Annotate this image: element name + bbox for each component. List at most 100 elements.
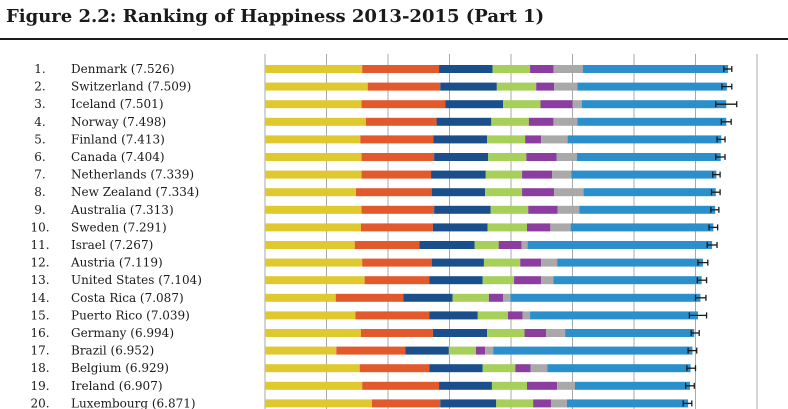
bar-segment <box>265 65 363 73</box>
gridlines <box>264 54 758 409</box>
rank-label: 15. <box>30 308 49 322</box>
bar-segment <box>487 135 526 144</box>
bar-segment <box>557 258 703 267</box>
country-row: 1. Denmark (7.526) <box>34 62 733 76</box>
country-row: 15. Puerto Rico (7.039) <box>30 308 708 322</box>
error-bar <box>712 171 721 178</box>
bar-segment <box>356 188 432 197</box>
country-row: 13. United States (7.104) <box>30 273 708 287</box>
bar-segment <box>496 399 534 408</box>
bar-segment <box>361 153 435 161</box>
bar-segment <box>487 223 527 232</box>
bar-segment <box>530 311 698 320</box>
error-bar <box>706 242 718 248</box>
error-bar <box>715 154 726 160</box>
bar-segment <box>265 293 336 302</box>
bar-segment <box>439 65 493 73</box>
bar-segment <box>361 100 446 109</box>
bar-segment <box>570 223 714 232</box>
bar-segment <box>530 364 548 373</box>
bar-segment <box>583 188 716 197</box>
title-rule <box>0 38 788 40</box>
rank-label: 6. <box>34 150 45 164</box>
bar-segment <box>488 293 504 302</box>
rank-label: 11. <box>30 238 49 252</box>
country-label: United States (7.104) <box>71 273 202 287</box>
bar-segment <box>530 65 554 73</box>
bar-segment <box>520 258 542 267</box>
error-bar <box>721 83 733 90</box>
bar-segment <box>567 135 722 144</box>
bar-segment <box>361 205 435 214</box>
bar-segment <box>431 170 486 179</box>
bar-segment <box>432 329 488 337</box>
country-label: Germany (6.994) <box>71 326 174 340</box>
bar-segment <box>265 117 366 126</box>
rank-label: 14. <box>30 291 49 305</box>
bar-segment <box>490 205 529 214</box>
country-label: Switzerland (7.509) <box>71 80 191 94</box>
country-label: Brazil (6.952) <box>71 344 154 358</box>
bar-segment <box>566 399 689 408</box>
country-label: Belgium (6.929) <box>71 361 169 375</box>
bar-segment <box>488 153 527 161</box>
error-bar <box>723 66 733 72</box>
country-row: 14. Costa Rica (7.087) <box>30 291 707 305</box>
country-label: New Zealand (7.334) <box>71 185 199 199</box>
bar-segment <box>434 153 489 161</box>
country-label: Canada (7.404) <box>71 150 165 164</box>
error-bar <box>685 382 695 389</box>
rank-label: 9. <box>34 203 45 217</box>
bar-segment <box>552 170 572 179</box>
figure-title: Figure 2.2: Ranking of Happiness 2013-20… <box>6 6 545 27</box>
bar-segment <box>524 329 547 337</box>
country-row: 4. Norway (7.498) <box>34 115 732 129</box>
bar-segment <box>265 153 362 161</box>
error-bar <box>720 118 732 125</box>
bar-segment <box>556 153 577 161</box>
bar-segment <box>474 241 499 249</box>
bar-segment <box>541 135 568 144</box>
country-label: Austria (7.119) <box>70 256 163 270</box>
rank-label: 1. <box>34 62 45 76</box>
country-label: Australia (7.313) <box>70 203 174 217</box>
bar-segment <box>364 276 430 285</box>
bar-segment <box>483 258 521 267</box>
bar-segment <box>372 399 441 408</box>
error-bar <box>716 136 726 143</box>
bar-segment <box>571 170 717 179</box>
bar-segment <box>431 188 486 197</box>
country-row: 11. Israel (7.267) <box>30 238 718 252</box>
error-bar <box>710 206 720 213</box>
bar-segment <box>577 82 727 91</box>
rank-label: 17. <box>30 344 49 358</box>
bar-segment <box>579 205 716 214</box>
error-bar <box>687 347 698 354</box>
bar-segment <box>265 100 362 109</box>
bar-segment <box>360 329 433 337</box>
bar-segment <box>577 117 727 126</box>
bar-segment <box>429 311 478 320</box>
rank-label: 2. <box>34 80 45 94</box>
bar-segment <box>360 135 434 144</box>
error-bar <box>690 330 700 336</box>
rank-label: 12. <box>30 256 49 270</box>
country-row: 9. Australia (7.313) <box>34 203 720 217</box>
bar-segment <box>434 205 491 214</box>
bar-segment <box>582 65 729 73</box>
rank-label: 20. <box>30 396 49 409</box>
bar-segment <box>265 399 373 408</box>
rank-label: 7. <box>34 168 45 182</box>
error-bar <box>688 312 708 319</box>
error-bar <box>715 101 738 108</box>
bar-segment <box>553 117 578 126</box>
bar-segment <box>265 223 361 232</box>
bar-segment <box>487 329 525 337</box>
bar-segment <box>526 153 557 161</box>
bar-segment <box>553 65 583 73</box>
bar-segment <box>565 329 695 337</box>
country-label: Costa Rica (7.087) <box>71 291 184 305</box>
bar-segment <box>439 381 492 390</box>
bar-segment <box>362 65 440 73</box>
bar-segment <box>265 205 362 214</box>
